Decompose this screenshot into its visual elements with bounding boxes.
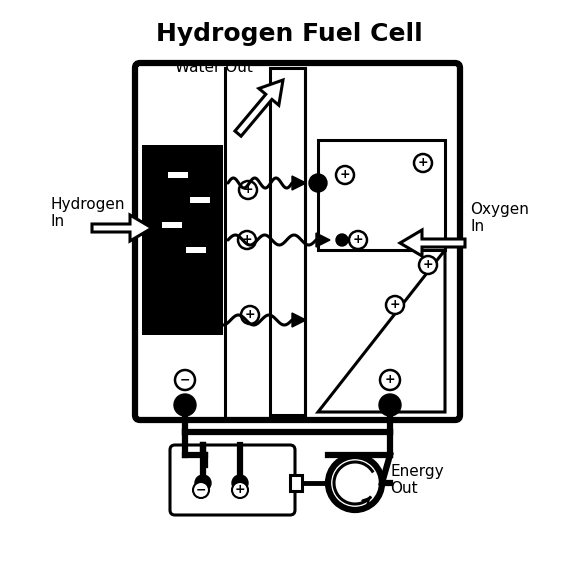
Text: +: + xyxy=(242,233,253,246)
Polygon shape xyxy=(292,313,306,327)
Bar xyxy=(270,68,305,415)
Circle shape xyxy=(336,234,348,246)
FancyBboxPatch shape xyxy=(135,63,460,420)
Circle shape xyxy=(238,231,256,249)
Text: +: + xyxy=(353,233,364,246)
Text: +: + xyxy=(385,373,395,386)
Polygon shape xyxy=(235,80,283,136)
Circle shape xyxy=(241,306,259,324)
Text: +: + xyxy=(244,308,255,321)
Circle shape xyxy=(336,166,354,184)
Circle shape xyxy=(379,394,401,416)
Text: +: + xyxy=(235,483,245,496)
Bar xyxy=(142,145,223,335)
Circle shape xyxy=(232,482,248,498)
Text: Energy
Out: Energy Out xyxy=(390,464,444,496)
Bar xyxy=(290,475,302,491)
Text: Water Out: Water Out xyxy=(175,61,253,75)
Bar xyxy=(318,140,445,250)
Polygon shape xyxy=(316,233,330,247)
Circle shape xyxy=(174,394,196,416)
Text: +: + xyxy=(390,298,401,311)
FancyBboxPatch shape xyxy=(170,445,295,515)
Bar xyxy=(190,197,210,203)
Circle shape xyxy=(419,256,437,274)
Circle shape xyxy=(232,475,248,491)
Polygon shape xyxy=(292,176,306,190)
Text: +: + xyxy=(418,156,428,169)
Text: −: − xyxy=(196,483,206,496)
Circle shape xyxy=(309,174,327,192)
Circle shape xyxy=(193,482,209,498)
Circle shape xyxy=(414,154,432,172)
Circle shape xyxy=(239,181,257,199)
Bar xyxy=(168,172,188,178)
Text: −: − xyxy=(180,373,190,386)
Polygon shape xyxy=(142,335,223,413)
Text: +: + xyxy=(423,258,434,271)
Bar xyxy=(186,247,206,253)
Polygon shape xyxy=(400,230,465,256)
Circle shape xyxy=(328,456,382,510)
Text: Hydrogen
In: Hydrogen In xyxy=(50,197,124,229)
Polygon shape xyxy=(92,215,152,241)
Bar xyxy=(162,222,182,228)
Text: +: + xyxy=(243,183,253,196)
Circle shape xyxy=(380,370,400,390)
Text: Hydrogen Fuel Cell: Hydrogen Fuel Cell xyxy=(155,22,423,46)
Polygon shape xyxy=(318,250,445,412)
Circle shape xyxy=(195,475,211,491)
Text: +: + xyxy=(340,168,350,181)
Circle shape xyxy=(386,296,404,314)
Circle shape xyxy=(175,370,195,390)
Text: Oxygen
In: Oxygen In xyxy=(470,202,529,234)
Circle shape xyxy=(349,231,367,249)
